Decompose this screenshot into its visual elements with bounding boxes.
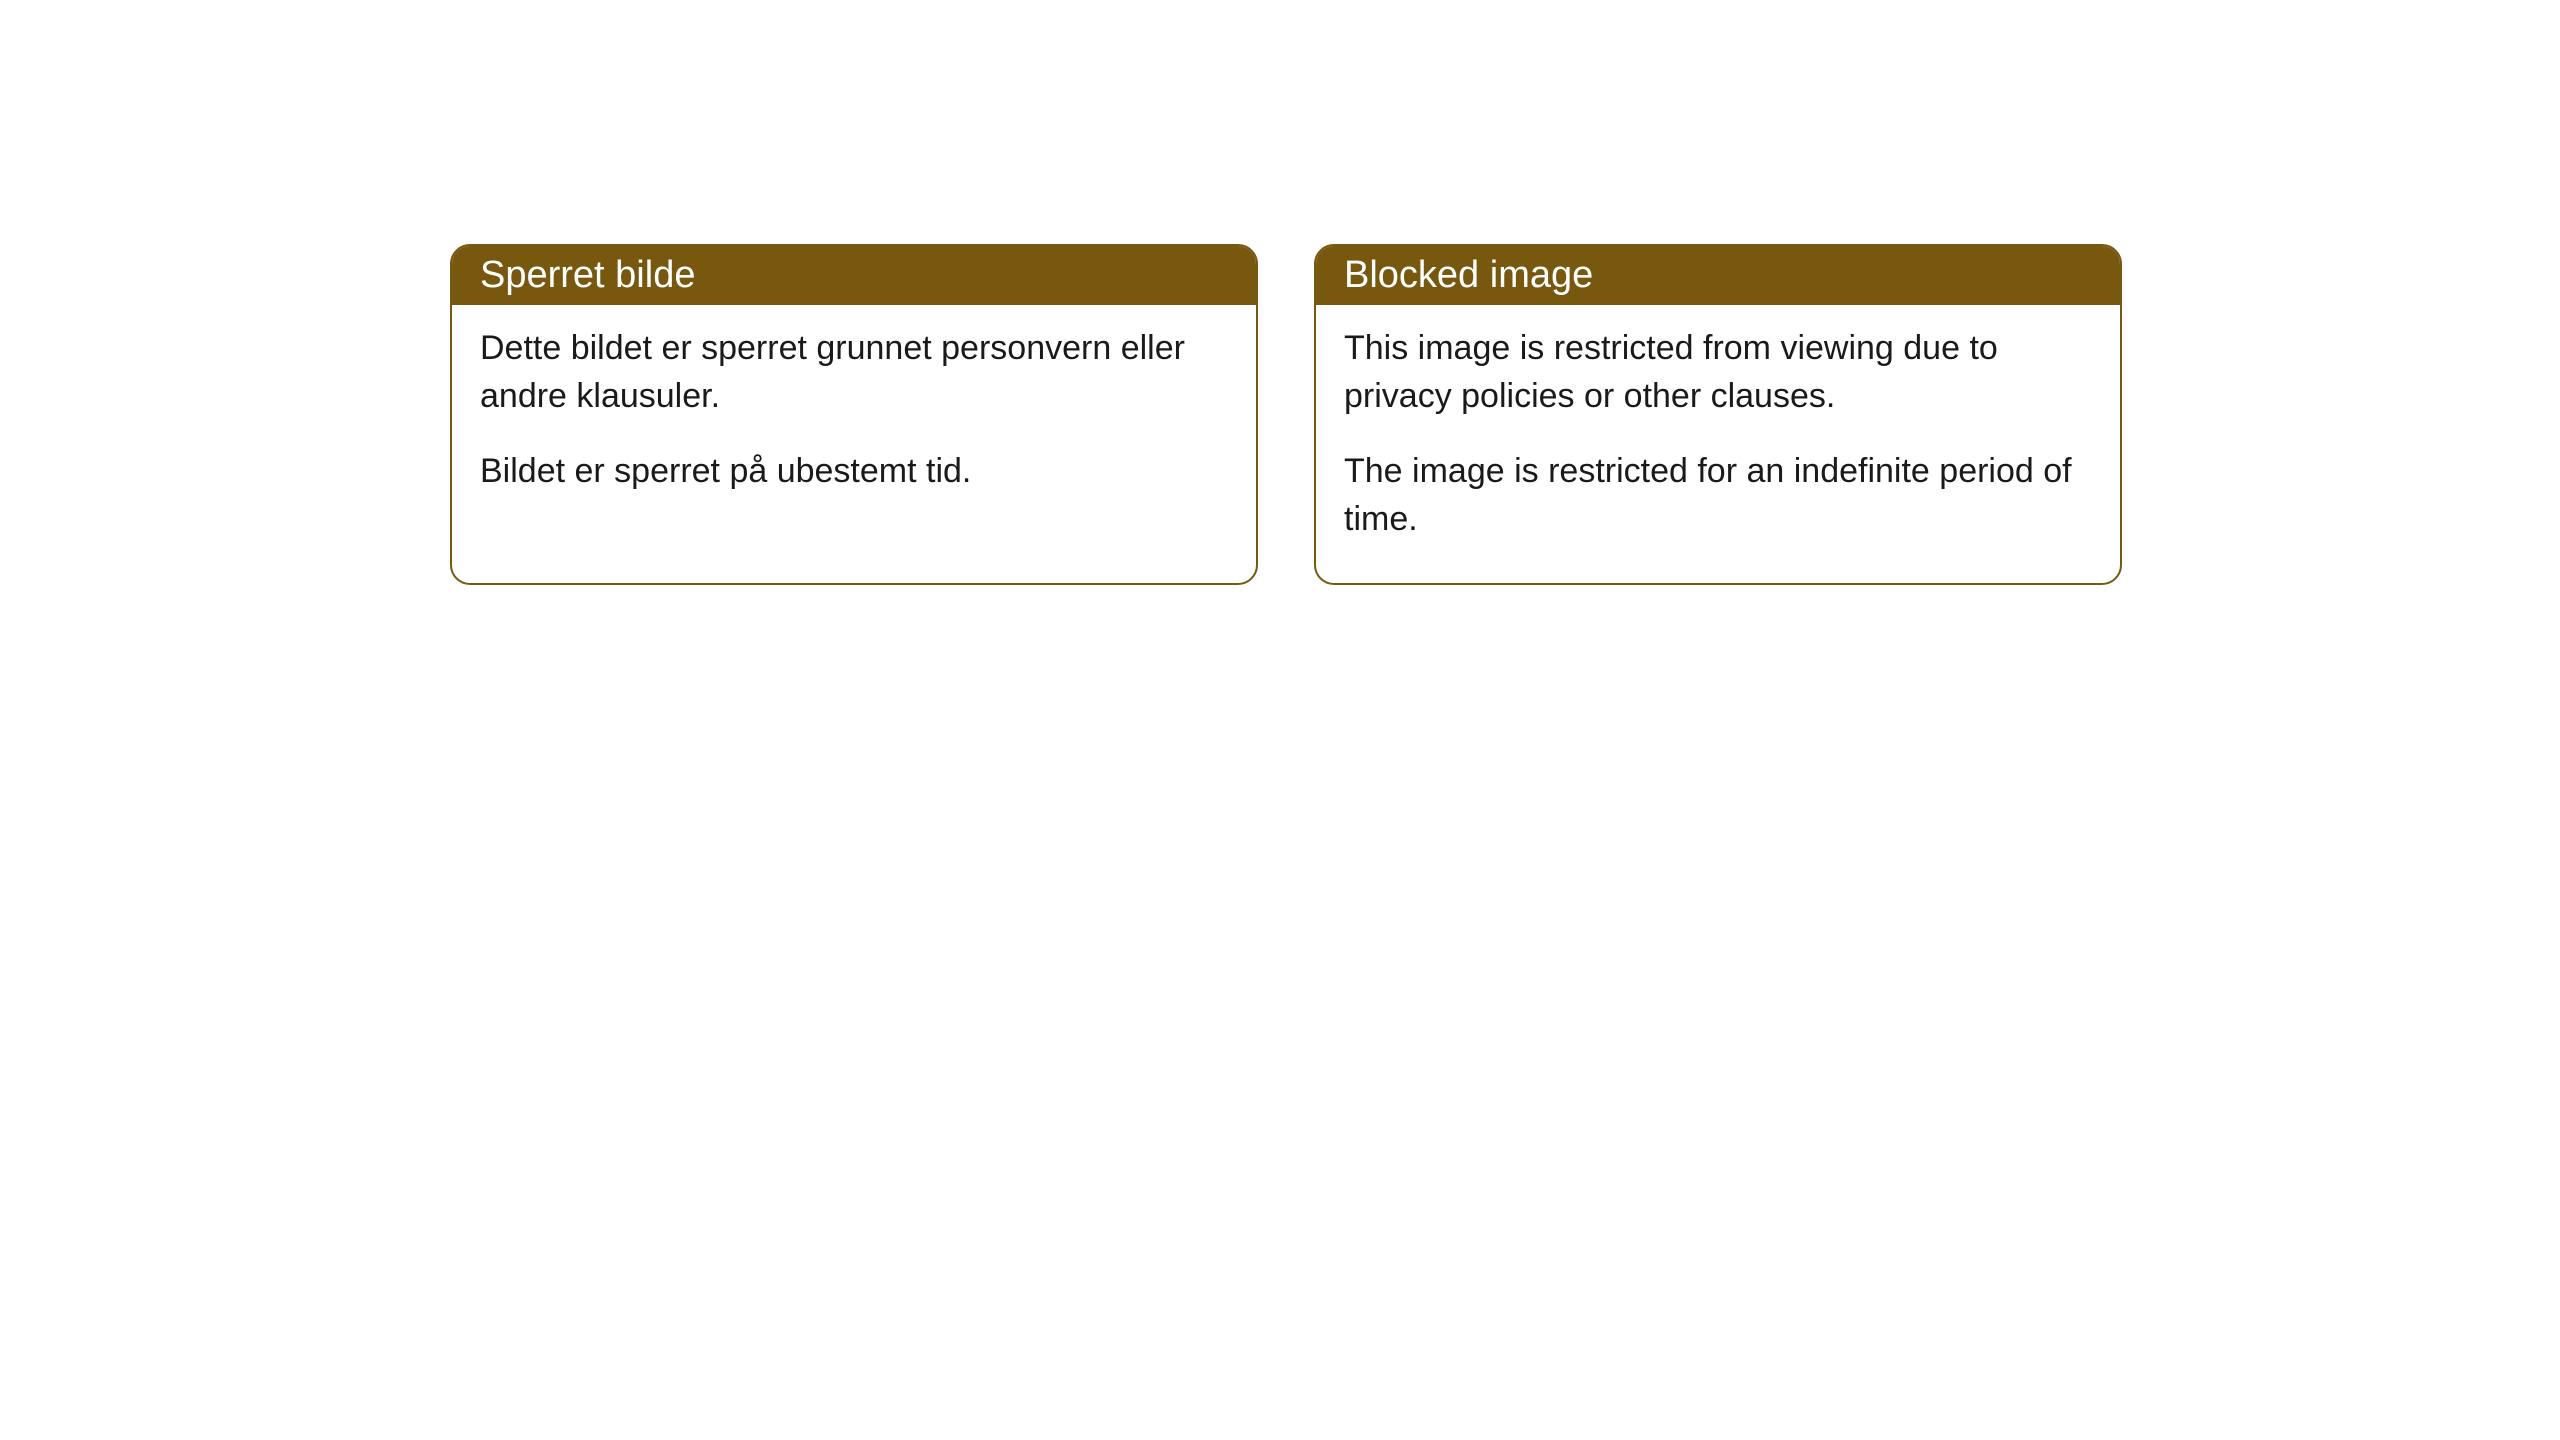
card-header-english: Blocked image [1316,246,2120,305]
card-body-norwegian: Dette bildet er sperret grunnet personve… [452,305,1256,536]
blocked-image-card-english: Blocked image This image is restricted f… [1314,244,2122,585]
card-paragraph: Bildet er sperret på ubestemt tid. [480,448,1228,496]
notice-cards-container: Sperret bilde Dette bildet er sperret gr… [450,244,2122,585]
card-paragraph: This image is restricted from viewing du… [1344,325,2092,420]
card-body-english: This image is restricted from viewing du… [1316,305,2120,583]
blocked-image-card-norwegian: Sperret bilde Dette bildet er sperret gr… [450,244,1258,585]
card-paragraph: Dette bildet er sperret grunnet personve… [480,325,1228,420]
card-header-norwegian: Sperret bilde [452,246,1256,305]
card-paragraph: The image is restricted for an indefinit… [1344,448,2092,543]
card-title: Blocked image [1344,254,1593,296]
card-title: Sperret bilde [480,254,695,296]
